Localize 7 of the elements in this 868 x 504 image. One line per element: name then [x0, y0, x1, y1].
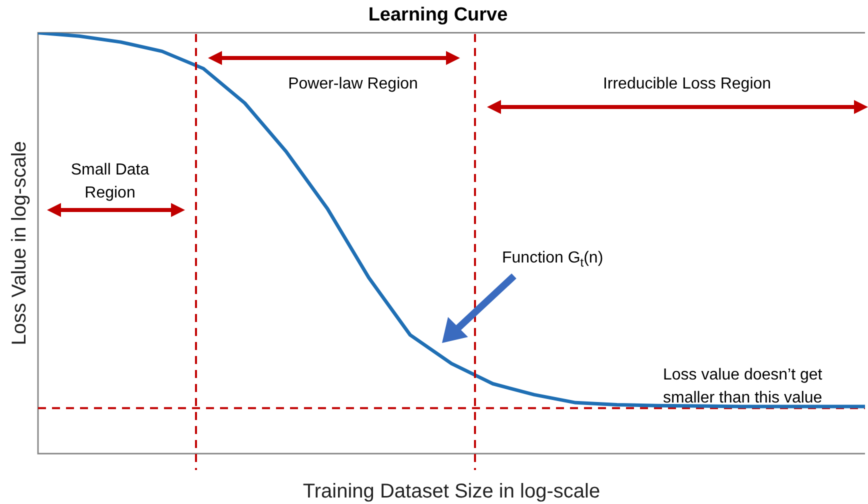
y-axis-title: Loss Value in log-scale: [8, 141, 31, 346]
annotation: Small Data Region: [70, 161, 150, 202]
x-axis-title: Training Dataset Size in log-scale: [302, 480, 600, 503]
chart-title: Learning Curve: [368, 4, 508, 26]
annotation: Irreducible Loss Region: [602, 75, 772, 92]
annotation: Power-law Region: [288, 75, 418, 92]
annotation: Loss value doesn’t get smaller than this value: [663, 366, 823, 406]
